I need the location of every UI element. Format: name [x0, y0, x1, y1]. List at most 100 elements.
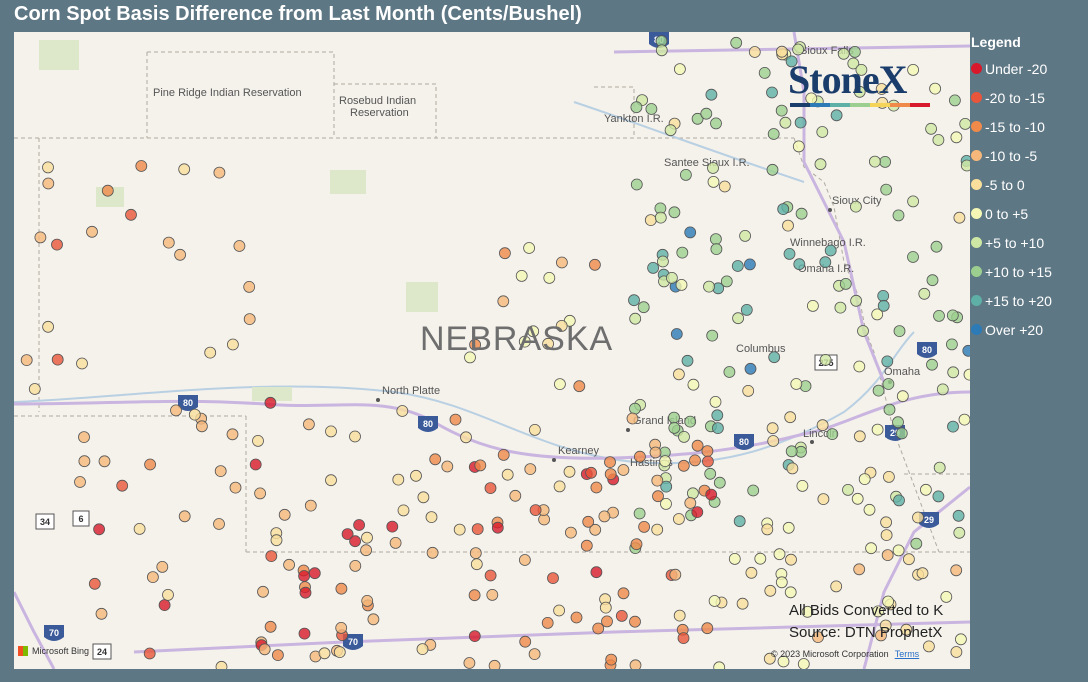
- bid-location-dot[interactable]: [528, 648, 541, 660]
- bid-location-dot[interactable]: [501, 468, 514, 481]
- bid-location-dot[interactable]: [739, 229, 751, 242]
- bid-location-dot[interactable]: [93, 523, 105, 536]
- bid-location-dot[interactable]: [687, 378, 700, 391]
- bid-location-dot[interactable]: [839, 277, 852, 290]
- legend-item[interactable]: -10 to -5: [971, 141, 1088, 170]
- bid-location-dot[interactable]: [718, 180, 731, 193]
- bid-location-dot[interactable]: [946, 338, 958, 351]
- legend-item[interactable]: +5 to +10: [971, 228, 1088, 257]
- bid-location-dot[interactable]: [795, 207, 808, 220]
- bid-location-dot[interactable]: [691, 439, 704, 452]
- bid-location-dot[interactable]: [920, 483, 932, 496]
- bid-location-dot[interactable]: [474, 459, 487, 472]
- bid-location-dot[interactable]: [304, 499, 317, 512]
- bid-location-dot[interactable]: [660, 480, 673, 493]
- bid-location-dot[interactable]: [790, 378, 803, 390]
- bid-location-dot[interactable]: [882, 595, 894, 608]
- bid-location-dot[interactable]: [543, 271, 556, 284]
- bid-location-dot[interactable]: [793, 258, 806, 271]
- bid-location-dot[interactable]: [728, 553, 741, 565]
- bid-location-dot[interactable]: [704, 467, 717, 480]
- bid-location-dot[interactable]: [857, 325, 869, 337]
- bid-location-dot[interactable]: [950, 564, 963, 577]
- bid-location-dot[interactable]: [893, 325, 906, 338]
- bid-location-dot[interactable]: [509, 489, 522, 502]
- bid-location-dot[interactable]: [556, 256, 568, 269]
- bid-location-dot[interactable]: [392, 473, 405, 486]
- bid-location-dot[interactable]: [349, 430, 361, 443]
- bid-location-dot[interactable]: [213, 518, 225, 530]
- bid-location-dot[interactable]: [673, 513, 685, 525]
- bid-location-dot[interactable]: [630, 538, 643, 551]
- bid-location-dot[interactable]: [673, 609, 686, 622]
- bid-location-dot[interactable]: [855, 64, 868, 76]
- bid-location-dot[interactable]: [875, 83, 888, 95]
- bid-location-dot[interactable]: [953, 211, 966, 224]
- bid-location-dot[interactable]: [782, 219, 794, 232]
- bid-location-dot[interactable]: [42, 161, 54, 174]
- bid-location-dot[interactable]: [42, 320, 54, 333]
- bid-location-dot[interactable]: [730, 36, 743, 49]
- bid-location-dot[interactable]: [677, 632, 690, 644]
- bid-location-dot[interactable]: [758, 67, 771, 79]
- bid-location-dot[interactable]: [745, 566, 758, 579]
- bid-location-dot[interactable]: [940, 591, 953, 603]
- bid-location-dot[interactable]: [645, 103, 658, 115]
- bid-location-dot[interactable]: [143, 647, 156, 660]
- bid-location-dot[interactable]: [851, 492, 864, 505]
- bid-location-dot[interactable]: [871, 308, 884, 321]
- bid-location-dot[interactable]: [634, 450, 646, 463]
- bid-location-dot[interactable]: [590, 566, 603, 579]
- bid-location-dot[interactable]: [849, 45, 861, 58]
- bid-location-dot[interactable]: [853, 360, 866, 373]
- bid-location-dot[interactable]: [498, 247, 511, 260]
- bid-location-dot[interactable]: [929, 82, 941, 95]
- bid-location-dot[interactable]: [604, 468, 617, 481]
- bid-location-dot[interactable]: [673, 368, 685, 381]
- bid-location-dot[interactable]: [651, 474, 664, 487]
- bid-location-dot[interactable]: [178, 163, 191, 176]
- bid-location-dot[interactable]: [720, 275, 733, 288]
- bid-location-dot[interactable]: [872, 605, 884, 618]
- bid-location-dot[interactable]: [895, 427, 908, 440]
- bid-location-dot[interactable]: [178, 510, 191, 523]
- bid-location-dot[interactable]: [842, 483, 854, 496]
- bid-location-dot[interactable]: [933, 309, 945, 322]
- bid-location-dot[interactable]: [589, 523, 602, 536]
- bid-location-dot[interactable]: [349, 535, 362, 548]
- bid-location-dot[interactable]: [464, 351, 476, 364]
- bid-location-dot[interactable]: [744, 362, 757, 375]
- bid-location-dot[interactable]: [308, 567, 321, 580]
- bid-location-dot[interactable]: [923, 640, 935, 653]
- bid-location-dot[interactable]: [817, 493, 830, 506]
- bid-location-dot[interactable]: [680, 168, 692, 181]
- bid-location-dot[interactable]: [302, 418, 315, 431]
- bid-location-dot[interactable]: [900, 623, 913, 636]
- bid-location-dot[interactable]: [949, 94, 961, 107]
- bid-location-dot[interactable]: [775, 104, 788, 117]
- bid-location-dot[interactable]: [644, 214, 657, 227]
- bid-location-dot[interactable]: [527, 325, 540, 338]
- bid-location-dot[interactable]: [524, 463, 537, 476]
- bid-location-dot[interactable]: [881, 549, 894, 561]
- bid-location-dot[interactable]: [777, 203, 790, 216]
- bid-location-dot[interactable]: [853, 430, 866, 443]
- bid-location-dot[interactable]: [830, 580, 843, 593]
- bid-location-dot[interactable]: [773, 548, 786, 561]
- bid-location-dot[interactable]: [736, 597, 749, 610]
- bid-location-dot[interactable]: [707, 162, 719, 174]
- bid-location-dot[interactable]: [872, 384, 885, 397]
- bid-location-dot[interactable]: [669, 568, 682, 581]
- bid-location-dot[interactable]: [670, 328, 683, 340]
- bid-location-dot[interactable]: [892, 544, 905, 557]
- bid-location-dot[interactable]: [585, 466, 597, 479]
- bid-location-dot[interactable]: [174, 248, 187, 261]
- bid-location-dot[interactable]: [960, 159, 970, 172]
- bid-location-dot[interactable]: [816, 126, 829, 138]
- bid-location-dot[interactable]: [910, 537, 923, 550]
- bid-location-dot[interactable]: [768, 351, 781, 364]
- bid-location-dot[interactable]: [703, 280, 715, 293]
- bid-location-dot[interactable]: [555, 319, 568, 332]
- bid-location-dot[interactable]: [630, 101, 643, 114]
- bid-location-dot[interactable]: [271, 649, 284, 661]
